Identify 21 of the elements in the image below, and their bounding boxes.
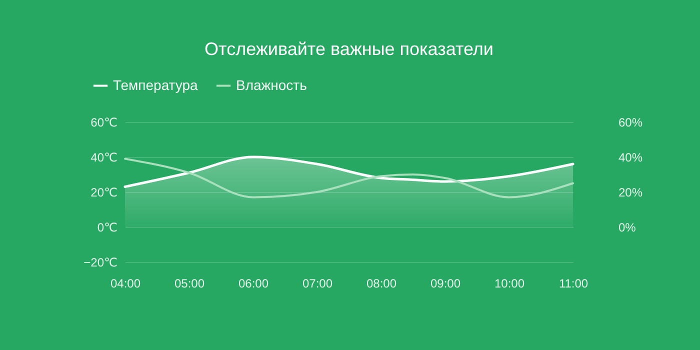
x-tick-label: 07:00 xyxy=(302,276,333,290)
y-tick-label: 0℃ xyxy=(97,220,118,234)
y2-tick-label: 20% xyxy=(618,186,643,200)
line-series xyxy=(124,158,574,198)
x-tick-label: 05:00 xyxy=(174,276,205,290)
x-tick-label: 09:00 xyxy=(430,276,461,290)
x-tick-label: 04:00 xyxy=(110,276,141,290)
x-tick-label: 11:00 xyxy=(558,276,588,290)
y-tick-label: 40℃ xyxy=(90,150,118,164)
x-tick-label: 10:00 xyxy=(494,276,525,290)
x-tick-label: 06:00 xyxy=(238,276,269,290)
chart-title: Отслеживайте важные показатели xyxy=(204,39,494,59)
legend-label: Влажность xyxy=(236,76,307,93)
y-tick-label: 20℃ xyxy=(90,186,118,200)
legend-label: Температура xyxy=(113,76,198,93)
x-tick-label: 08:00 xyxy=(366,276,397,290)
y-tick-label: −20℃ xyxy=(84,256,118,270)
y2-tick-label: 40% xyxy=(618,150,643,164)
y2-tick-label: 60% xyxy=(618,116,643,130)
y2-tick-label: 0% xyxy=(618,220,636,234)
y-tick-label: 60℃ xyxy=(90,116,118,130)
